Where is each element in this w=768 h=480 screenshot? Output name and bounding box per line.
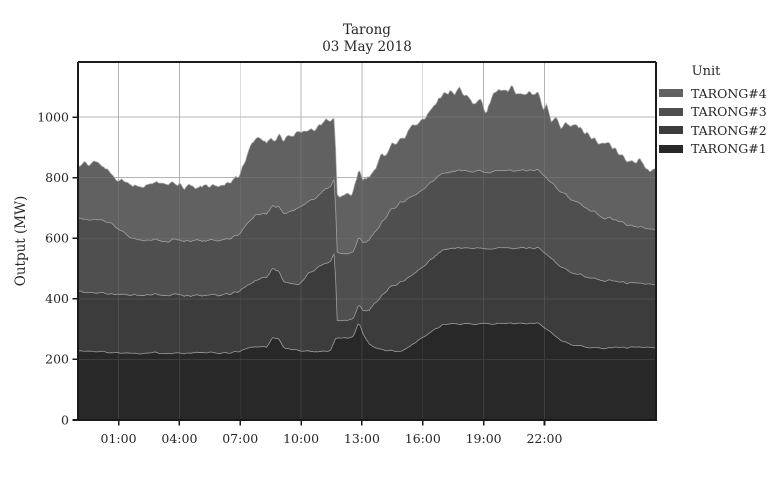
x-tick-label: 13:00 [344,431,380,446]
y-axis-label: Output (MW) [13,195,29,287]
legend-swatch-icon [659,144,683,153]
gridlines-overlay [78,62,656,420]
x-tick-label: 16:00 [405,431,441,446]
stacked-areas [78,85,656,420]
area-tarong-3 [78,169,656,321]
legend-swatch-icon [659,89,683,98]
legend-swatch-icon [659,107,683,116]
x-tick-label: 10:00 [283,431,319,446]
area-tarong-4 [78,85,656,255]
legend-row-tarong-2: TARONG#2 [659,121,767,140]
x-tick-label: 19:00 [466,431,502,446]
x-tick-label: 07:00 [222,431,258,446]
y-tick-label: 800 [45,170,69,185]
legend-swatch-icon [659,126,683,135]
area-edge [78,322,656,355]
legend-title: Unit [691,64,721,79]
area-edge [78,85,656,198]
chart-title-line2: 03 May 2018 [322,39,412,55]
chart-title: Tarong 03 May 2018 [322,22,412,56]
area-edge [78,246,656,322]
legend-label: TARONG#3 [691,104,767,120]
legend-rows: TARONG#4 TARONG#3 TARONG#2 TARONG#1 [659,84,767,158]
y-tick-label: 200 [45,352,69,367]
x-tick-label: 01:00 [101,431,137,446]
y-tick-label: 400 [45,291,69,306]
axes-spines [77,61,657,422]
y-tick-label: 1000 [37,109,69,124]
legend-label: TARONG#4 [691,85,767,101]
legend-row-tarong-3: TARONG#3 [659,103,767,122]
area-tarong-1 [78,322,656,420]
chart-title-line1: Tarong [343,22,391,38]
x-tick-label: 04:00 [161,431,197,446]
legend-row-tarong-4: TARONG#4 [659,84,767,103]
legend-row-tarong-1: TARONG#1 [659,140,767,159]
area-edge [78,168,656,255]
y-tick-label: 600 [45,231,69,246]
legend: Unit TARONG#4 TARONG#3 TARONG#2 TARONG#1 [659,64,767,158]
axis-ticks: 01:00 04:00 07:00 10:00 13:00 16:00 19:00 22:00… [37,109,562,446]
area-tarong-2 [78,247,656,354]
legend-label: TARONG#2 [691,122,767,138]
y-tick-label: 0 [61,412,69,427]
legend-label: TARONG#1 [691,141,767,157]
x-tick-label: 22:00 [526,431,562,446]
